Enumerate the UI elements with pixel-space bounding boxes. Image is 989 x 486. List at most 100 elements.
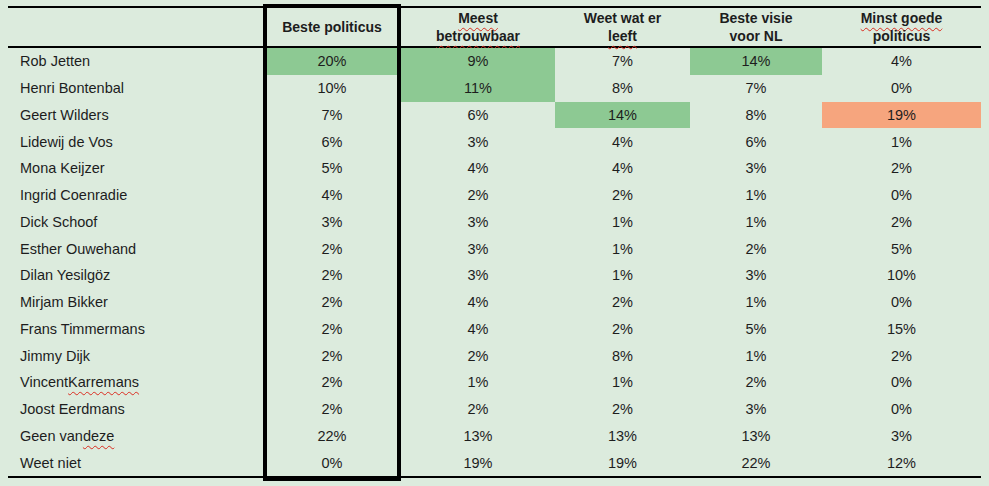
misspelled-text: betrouwbaar bbox=[436, 28, 520, 44]
value-cell: 0% bbox=[822, 289, 981, 316]
politician-name: Rob Jetten bbox=[8, 48, 263, 75]
value-cell: 15% bbox=[822, 316, 981, 343]
table-row: Weet niet0%19%19%22%12% bbox=[8, 449, 981, 476]
politician-name: Joost Eerdmans bbox=[8, 396, 263, 423]
table-row: Mona Keijzer5%4%4%3%2% bbox=[8, 155, 981, 182]
value-cell: 2% bbox=[263, 396, 401, 423]
value-cell: 4% bbox=[555, 128, 690, 155]
column-header-weet-wat-er-leeft: Weet wat erleeft bbox=[555, 8, 690, 46]
text-segment: Mirjam Bikker bbox=[20, 294, 108, 310]
value-cell: 2% bbox=[263, 262, 401, 289]
header-line: Minst goede bbox=[861, 9, 943, 27]
value-cell-highlighted: 11% bbox=[401, 75, 555, 102]
text-segment: Esther Ouwehand bbox=[20, 241, 136, 257]
value-cell: 4% bbox=[401, 316, 555, 343]
text-segment: Vincent bbox=[20, 374, 68, 390]
value-cell: 1% bbox=[555, 235, 690, 262]
value-cell: 13% bbox=[690, 423, 822, 450]
politician-name: Ingrid Coenradie bbox=[8, 182, 263, 209]
text-segment: Dilan Yesilgöz bbox=[20, 267, 110, 283]
value-cell: 8% bbox=[555, 342, 690, 369]
table-row: Geert Wilders7%6%14%8%19% bbox=[8, 102, 981, 129]
text-segment: Beste politicus bbox=[282, 19, 382, 35]
table-row: Rob Jetten20%9%7%14%4% bbox=[8, 48, 981, 75]
value-cell-highlighted: 9% bbox=[401, 48, 555, 75]
table-row: Esther Ouwehand2%3%1%2%5% bbox=[8, 235, 981, 262]
value-cell: 19% bbox=[555, 449, 690, 476]
politician-name: Henri Bontenbal bbox=[8, 75, 263, 102]
value-cell: 3% bbox=[401, 209, 555, 236]
misspelled-text: Meest bbox=[458, 10, 498, 26]
text-segment: Mona Keijzer bbox=[20, 160, 105, 176]
table-body: Rob Jetten20%9%7%14%4% Henri Bontenbal 10%… bbox=[8, 48, 981, 476]
value-cell: 2% bbox=[263, 342, 401, 369]
value-cell: 2% bbox=[555, 396, 690, 423]
politician-name: Lidewij de Vos bbox=[8, 128, 263, 155]
value-cell: 19% bbox=[401, 449, 555, 476]
value-cell: 5% bbox=[822, 235, 981, 262]
politician-name: Dilan Yesilgöz bbox=[8, 262, 263, 289]
politician-name: Weet niet bbox=[8, 449, 263, 476]
value-cell-highlighted: 20% bbox=[263, 48, 401, 75]
text-segment: voor NL bbox=[730, 28, 783, 44]
value-cell: 5% bbox=[263, 155, 401, 182]
text-segment: Ingrid Coenradie bbox=[20, 187, 127, 203]
politician-name: Dick Schoof bbox=[8, 209, 263, 236]
value-cell: 3% bbox=[690, 155, 822, 182]
value-cell: 3% bbox=[401, 235, 555, 262]
value-cell: 1% bbox=[555, 262, 690, 289]
corner-cell bbox=[8, 8, 263, 46]
value-cell: 3% bbox=[690, 262, 822, 289]
value-cell: 8% bbox=[555, 75, 690, 102]
value-cell: 3% bbox=[401, 262, 555, 289]
value-cell: 22% bbox=[690, 449, 822, 476]
value-cell: 8% bbox=[690, 102, 822, 129]
value-cell: 10% bbox=[263, 75, 401, 102]
value-cell: 10% bbox=[822, 262, 981, 289]
text-segment: Jimmy Dijk bbox=[20, 348, 90, 364]
text-segment: Geert Wilders bbox=[20, 107, 109, 123]
value-cell: 1% bbox=[690, 342, 822, 369]
header-line: leeft bbox=[608, 27, 637, 45]
header-line: politicus bbox=[873, 27, 931, 45]
value-cell: 4% bbox=[263, 182, 401, 209]
politician-name: Mona Keijzer bbox=[8, 155, 263, 182]
misspelled-text: Karremans bbox=[68, 374, 139, 390]
table-row: Frans Timmermans2%4%2%5%15% bbox=[8, 316, 981, 343]
value-cell: 2% bbox=[555, 182, 690, 209]
misspelled-text: deze bbox=[83, 428, 114, 444]
value-cell: 2% bbox=[401, 342, 555, 369]
text-segment: politicus bbox=[873, 28, 931, 44]
value-cell: 1% bbox=[690, 209, 822, 236]
value-cell: 6% bbox=[263, 128, 401, 155]
value-cell: 6% bbox=[690, 128, 822, 155]
politician-name: Jimmy Dijk bbox=[8, 342, 263, 369]
value-cell: 12% bbox=[822, 449, 981, 476]
value-cell: 2% bbox=[263, 316, 401, 343]
table-row: Lidewij de Vos6%3%4%6%1% bbox=[8, 128, 981, 155]
header-line: voor NL bbox=[730, 27, 783, 45]
value-cell: 22% bbox=[263, 423, 401, 450]
politician-name: Esther Ouwehand bbox=[8, 235, 263, 262]
column-header-beste-visie-voor-nl: Beste visievoor NL bbox=[690, 8, 822, 46]
value-cell: 0% bbox=[822, 75, 981, 102]
value-cell: 7% bbox=[555, 48, 690, 75]
value-cell: 1% bbox=[555, 209, 690, 236]
table-row: Dick Schoof3%3%1%1%2% bbox=[8, 209, 981, 236]
poll-results-page: Beste politicus Meest betrouwbaar Weet wat … bbox=[0, 0, 989, 486]
table-row: Mirjam Bikker2%4%2%1%0% bbox=[8, 289, 981, 316]
text-segment: Joost Eerdmans bbox=[20, 401, 125, 417]
text-segment: Henri Bontenbal bbox=[20, 80, 124, 96]
value-cell: 1% bbox=[690, 182, 822, 209]
column-header-meest-betrouwbaar: Meest betrouwbaar bbox=[401, 8, 555, 46]
value-cell: 4% bbox=[822, 48, 981, 75]
value-cell: 0% bbox=[822, 182, 981, 209]
text-segment: Weet wat er bbox=[584, 10, 662, 26]
text-segment: Dick Schoof bbox=[20, 214, 97, 230]
value-cell: 0% bbox=[263, 449, 401, 476]
column-header-beste-politicus: Beste politicus bbox=[263, 8, 401, 46]
value-cell: 13% bbox=[401, 423, 555, 450]
value-cell: 5% bbox=[690, 316, 822, 343]
value-cell: 2% bbox=[690, 235, 822, 262]
value-cell: 2% bbox=[401, 396, 555, 423]
